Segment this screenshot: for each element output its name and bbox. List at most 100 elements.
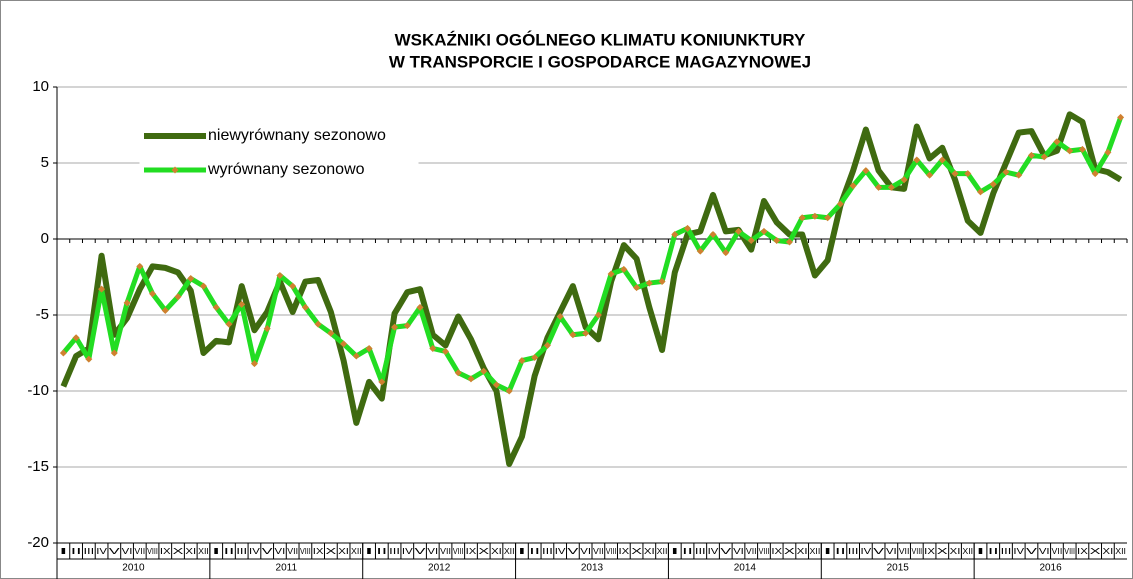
x-tick-label: VII (593, 547, 604, 556)
marker (263, 325, 271, 333)
year-label: 2013 (581, 563, 604, 574)
x-tick-label: XI (1103, 547, 1114, 556)
marker (760, 227, 768, 235)
marker (556, 313, 564, 321)
marker (607, 270, 615, 278)
year-label: 2012 (428, 563, 451, 574)
x-tick-label: VI (580, 547, 591, 556)
x-tick-label: VIII (759, 547, 770, 556)
x-tick-label: V (720, 547, 732, 556)
marker (1040, 153, 1048, 161)
marker (1027, 151, 1035, 159)
marker (314, 320, 322, 328)
marker (212, 303, 220, 311)
marker (1053, 138, 1061, 146)
marker (276, 271, 284, 279)
marker (429, 344, 437, 352)
year-label: 2011 (276, 563, 298, 574)
y-tick-label: 5 (41, 154, 49, 171)
x-tick-label: VII (134, 547, 145, 556)
x-tick-label: IX (313, 547, 325, 556)
marker (301, 303, 309, 311)
x-tick-label: IV (96, 547, 108, 556)
marker (72, 334, 80, 342)
marker (1091, 170, 1099, 178)
marker (1104, 148, 1112, 156)
series-line (61, 116, 1123, 394)
year-label: 2015 (887, 563, 910, 574)
x-tick-label: VIII (911, 547, 922, 556)
marker (378, 378, 386, 386)
x-tick-label: X (631, 547, 643, 556)
marker (59, 349, 67, 357)
x-tick-label: XI (797, 547, 808, 556)
x-tick-label: III (236, 547, 247, 556)
marker (862, 167, 870, 175)
chart-title: WSKAŹNIKI OGÓLNEGO KLIMATU KONIUNKTURY (395, 30, 806, 49)
marker (199, 282, 207, 290)
series-line (60, 111, 1123, 467)
marker (989, 180, 997, 188)
x-tick-label: VIII (300, 547, 311, 556)
marker (798, 214, 806, 222)
marker (149, 290, 157, 298)
x-tick-label: XII (351, 547, 362, 556)
marker (531, 354, 539, 362)
marker (85, 355, 93, 363)
x-tick-label: XII (962, 547, 973, 556)
marker (250, 360, 258, 368)
x-tick-label: III (1001, 547, 1012, 556)
y-tick-label: 10 (32, 78, 49, 95)
x-tick-label: III (389, 547, 400, 556)
legend-label: niewyrównany sezonowo (208, 127, 386, 144)
marker (569, 331, 577, 339)
marker (594, 311, 602, 319)
x-tick-label: VII (440, 547, 451, 556)
marker (1066, 147, 1074, 155)
marker (1002, 168, 1010, 176)
marker (633, 284, 641, 292)
year-label: 2016 (1039, 563, 1062, 574)
marker (174, 293, 182, 301)
x-tick-label: VIII (606, 547, 617, 556)
x-tick-label: I (58, 547, 69, 556)
x-tick-label: VI (886, 547, 897, 556)
x-tick-label: IV (1013, 547, 1025, 556)
marker (824, 214, 832, 222)
x-tick-label: XII (504, 547, 515, 556)
x-tick-label: VIII (453, 547, 464, 556)
x-tick-label: VI (122, 547, 133, 556)
x-tick-label: VII (746, 547, 757, 556)
x-tick-label: I (517, 547, 528, 556)
legend-marker (171, 166, 179, 174)
x-tick-label: I (669, 547, 680, 556)
marker (161, 306, 169, 314)
marker (289, 282, 297, 290)
marker (110, 349, 118, 357)
x-tick-label: X (784, 547, 796, 556)
marker (722, 249, 730, 257)
x-tick-label: II (682, 547, 693, 556)
marker (1015, 171, 1023, 179)
x-tick-label: II (376, 547, 387, 556)
x-tick-label: XI (338, 547, 349, 556)
x-tick-label: II (224, 547, 235, 556)
x-tick-label: X (937, 547, 949, 556)
x-tick-label: VI (1039, 547, 1050, 556)
marker (403, 322, 411, 330)
marker (773, 237, 781, 245)
marker (238, 300, 246, 308)
marker (926, 171, 934, 179)
x-tick-label: V (262, 547, 274, 556)
x-tick-label: XI (185, 547, 196, 556)
marker (582, 329, 590, 337)
marker (98, 285, 106, 293)
marker (913, 156, 921, 164)
marker (505, 387, 513, 395)
x-tick-label: VI (427, 547, 438, 556)
x-tick-label: IX (466, 547, 478, 556)
marker (849, 182, 857, 190)
y-tick-label: -10 (27, 382, 49, 399)
x-tick-label: II (835, 547, 846, 556)
marker (658, 278, 666, 286)
